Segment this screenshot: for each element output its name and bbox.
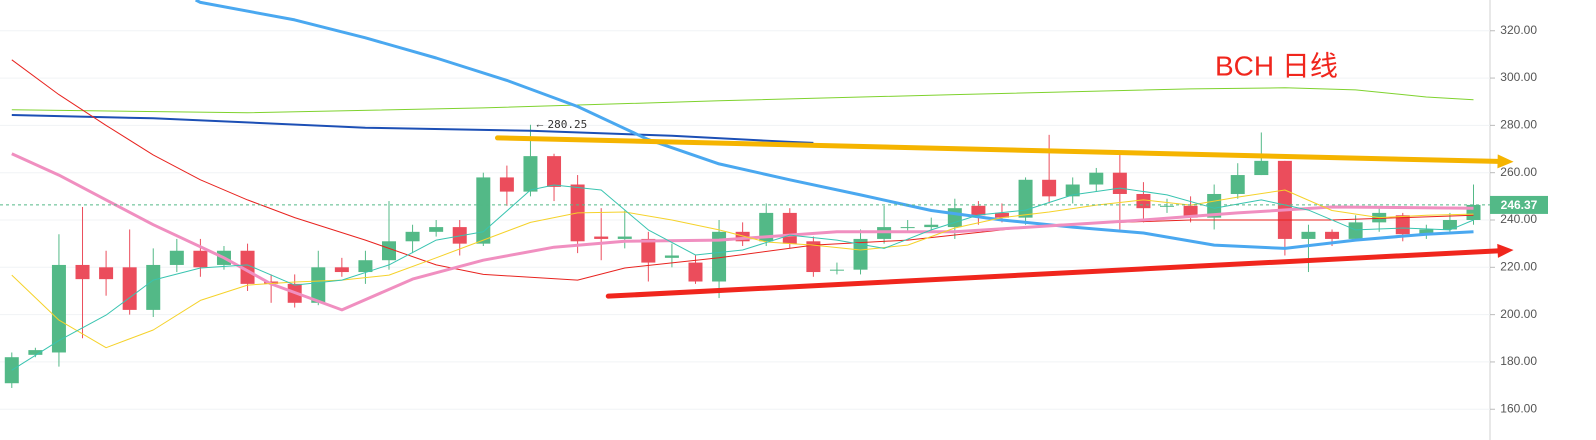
candle-body	[1395, 215, 1410, 235]
candle-body	[240, 250, 255, 284]
candle-body	[1207, 193, 1222, 218]
candle-body	[688, 262, 703, 282]
candle-body	[712, 231, 727, 282]
candle-body	[1348, 222, 1363, 239]
candle-body	[1442, 220, 1457, 230]
candle-body	[1301, 231, 1316, 239]
candle-body	[806, 241, 821, 273]
candle-body	[829, 269, 844, 271]
candle-body	[994, 212, 1009, 218]
candle-body	[1230, 175, 1245, 194]
candle-body	[99, 267, 114, 280]
moving-average-line	[11, 114, 814, 144]
candle-body	[429, 227, 444, 232]
candle-body	[594, 236, 609, 239]
candle-body	[1018, 179, 1033, 218]
trendline	[605, 248, 1501, 299]
candle-body	[311, 267, 326, 303]
candle-body	[1089, 172, 1104, 185]
y-tick-label: 280.00	[1500, 118, 1537, 132]
candle-body	[452, 227, 467, 244]
candle-body	[4, 357, 19, 384]
trendline-arrowhead	[1497, 243, 1514, 258]
moving-average-line	[11, 184, 1474, 371]
y-tick-label: 320.00	[1500, 23, 1537, 37]
candle-body	[664, 255, 679, 258]
trendline-arrowhead	[1497, 154, 1514, 169]
candle-body	[75, 264, 90, 280]
candle-body	[1254, 160, 1269, 176]
y-tick-label: 260.00	[1500, 165, 1537, 179]
high-arrow: ←	[534, 119, 545, 131]
price-label: 246.37	[1501, 198, 1538, 212]
candle-body	[523, 156, 538, 192]
candle-body	[358, 260, 373, 273]
candle-body	[476, 177, 491, 244]
candle-body	[1112, 172, 1127, 194]
candle-body	[1136, 193, 1151, 209]
candle-body	[1419, 229, 1434, 235]
candle-body	[146, 264, 161, 310]
candle-body	[971, 205, 986, 216]
candle-body	[1325, 231, 1340, 239]
candle-body	[382, 241, 397, 261]
candle-body	[1042, 179, 1057, 197]
candle-body	[641, 238, 656, 263]
candle-body	[122, 267, 137, 310]
y-tick-label: 180.00	[1500, 354, 1537, 368]
y-tick-label: 200.00	[1500, 307, 1537, 321]
y-tick-label: 160.00	[1500, 401, 1537, 415]
candle-body	[759, 212, 774, 242]
candle-body	[1183, 205, 1198, 218]
candle-body	[617, 236, 632, 239]
candle-body	[547, 156, 562, 187]
y-tick-label: 300.00	[1500, 70, 1537, 84]
candle-body	[193, 250, 208, 268]
candle-body	[1277, 160, 1292, 239]
y-tick-label: 220.00	[1500, 259, 1537, 273]
price-label-box	[1490, 195, 1548, 214]
candle-body	[735, 231, 750, 242]
candle-body	[169, 250, 184, 265]
candle-body	[1160, 205, 1175, 207]
candle-body	[334, 267, 349, 273]
candle-body	[405, 231, 420, 242]
chart-title: BCH 日线	[1215, 50, 1338, 81]
candle-body	[499, 177, 514, 192]
candle-body	[853, 238, 868, 270]
candle-body	[1065, 184, 1080, 197]
candle-body	[900, 227, 915, 229]
candle-body	[782, 212, 797, 244]
moving-average-line	[11, 87, 1474, 114]
high-label: 280.25	[547, 118, 587, 131]
candle-body	[924, 224, 939, 228]
trendline	[494, 135, 1501, 164]
moving-average-line	[195, 0, 1474, 250]
candle-body	[28, 350, 43, 355]
moving-average-line	[11, 152, 1474, 312]
y-tick-label: 240.00	[1500, 212, 1537, 226]
moving-average-line	[11, 189, 1474, 349]
candle-body	[51, 264, 66, 353]
